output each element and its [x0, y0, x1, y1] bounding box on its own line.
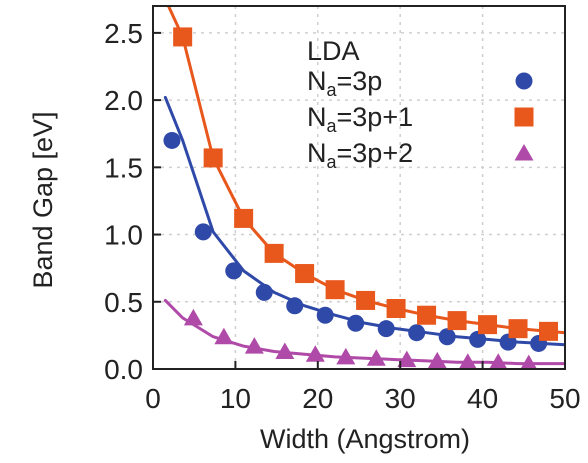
legend-marker-series-3: [514, 144, 534, 161]
data-point-series-1: [255, 283, 273, 301]
data-point-series-3: [244, 337, 264, 354]
data-point-series-2: [386, 299, 406, 318]
data-point-series-2: [234, 208, 254, 228]
x-tick-label: 10: [220, 383, 251, 414]
x-tick-label: 50: [549, 383, 580, 414]
plot-frame: [152, 5, 566, 370]
data-point-series-1: [469, 330, 487, 348]
legend-label-subscript: a: [327, 80, 338, 100]
data-point-series-1: [286, 297, 304, 315]
y-tick-label: 1.5: [104, 152, 143, 183]
x-tick-label: 30: [385, 383, 416, 414]
data-point-series-3: [214, 327, 234, 345]
data-point-series-3: [305, 345, 325, 362]
axis-ticks: 0 10 20 30 40 50 0.0 0.5 1.0 1.5 2.0 2.5: [104, 18, 581, 414]
data-point-series-2: [325, 280, 345, 300]
legend-label-rest: =3p: [337, 66, 383, 96]
legend-marker-series-2: [514, 107, 534, 127]
data-point-series-3: [397, 350, 417, 368]
legend-label-main: N: [307, 138, 327, 168]
data-point-series-1: [194, 223, 212, 241]
data-point-series-3: [336, 347, 356, 365]
data-point-series-3: [458, 353, 477, 369]
legend-label-series-2: Na=3p+1: [307, 102, 413, 136]
data-point-series-3: [427, 351, 447, 369]
data-point-series-2: [478, 315, 498, 335]
data-point-series-2: [447, 311, 467, 331]
data-point-series-2: [264, 243, 284, 263]
data-point-series-2: [295, 264, 315, 284]
legend-label-subscript: a: [327, 116, 338, 136]
data-point-series-3: [520, 354, 538, 369]
x-tick-label: 0: [145, 383, 161, 414]
y-tick-label: 2.5: [104, 18, 143, 49]
legend-label-subscript: a: [327, 152, 338, 172]
data-point-series-2: [356, 290, 376, 310]
data-point-series-1: [163, 131, 181, 149]
x-tick-label: 20: [302, 383, 333, 414]
data-point-series-2: [508, 319, 528, 339]
data-point-series-3: [366, 349, 386, 366]
legend-label-rest: =3p+2: [337, 138, 414, 168]
data-point-series-2: [417, 305, 437, 325]
data-point-series-3: [275, 342, 295, 360]
data-point-series-3: [183, 308, 203, 326]
data-point-series-1: [347, 314, 365, 332]
y-tick-label: 1.0: [104, 220, 143, 251]
y-tick-label: 0.5: [104, 287, 143, 318]
x-tick-label: 40: [467, 383, 498, 414]
data-point-series-1: [225, 262, 243, 280]
y-axis-title: Band Gap [eV]: [28, 111, 58, 288]
data-markers: [163, 27, 559, 369]
data-point-series-2: [173, 27, 193, 47]
legend-marker-series-1: [515, 72, 533, 90]
data-point-series-2: [539, 321, 559, 341]
y-tick-label: 0.0: [104, 354, 143, 385]
data-point-series-1: [316, 306, 334, 324]
data-point-series-1: [377, 320, 395, 338]
legend-label-rest: =3p+1: [337, 102, 414, 132]
legend-label-main: N: [307, 102, 327, 132]
legend-label-series-1: Na=3p: [307, 66, 382, 100]
data-point-series-1: [408, 324, 426, 342]
legend-title: LDA: [307, 36, 360, 66]
data-point-series-3: [489, 353, 508, 369]
data-point-series-1: [438, 328, 456, 346]
data-point-series-2: [203, 148, 223, 168]
legend-label-series-3: Na=3p+2: [307, 138, 413, 172]
legend-label-main: N: [307, 66, 327, 96]
y-tick-label: 2.0: [104, 85, 143, 116]
x-axis-title: Width (Angstrom): [260, 424, 470, 454]
